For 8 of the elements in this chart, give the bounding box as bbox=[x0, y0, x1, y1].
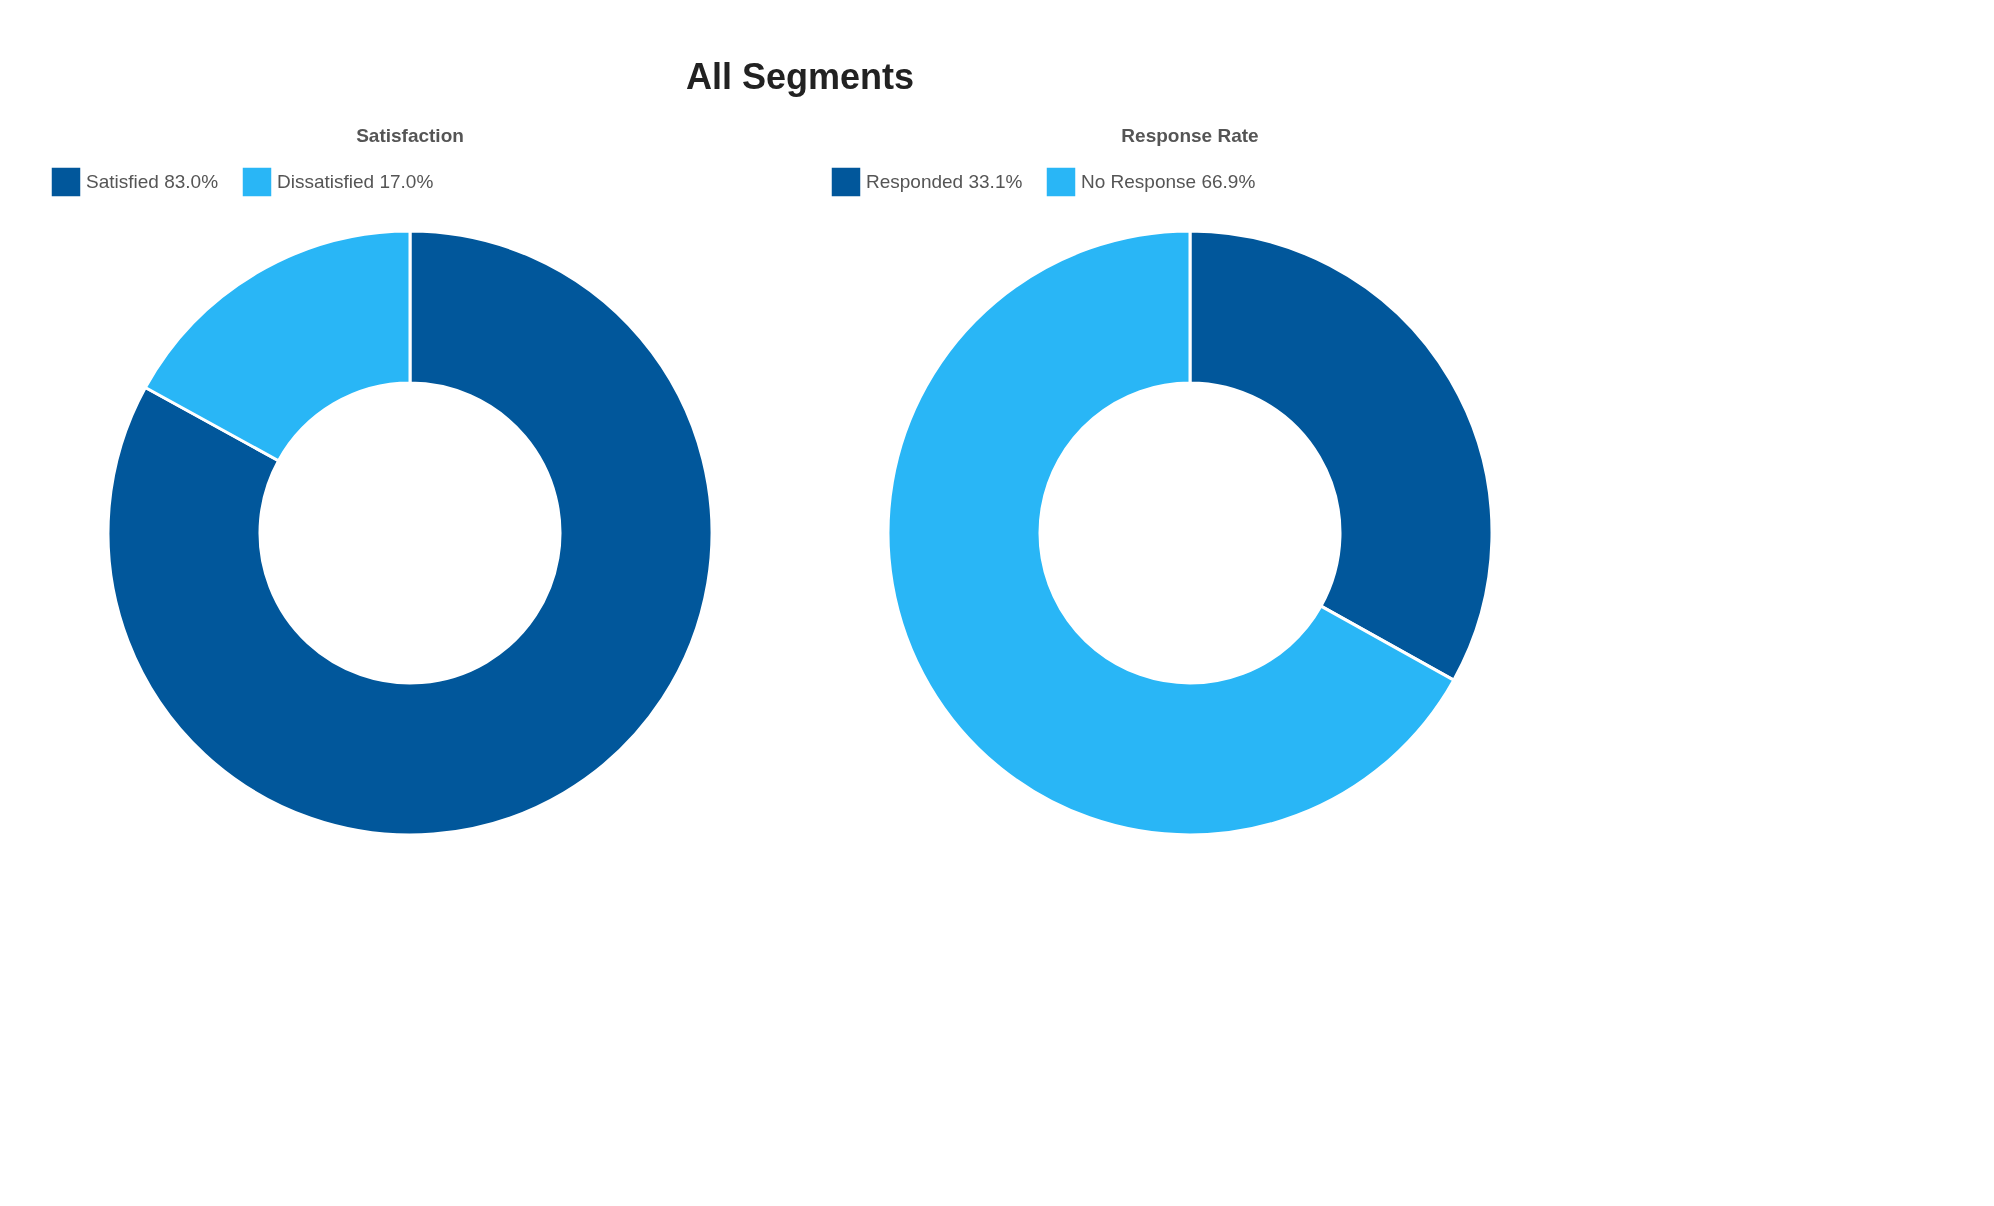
text: All Segments bbox=[685, 56, 915, 97]
chart-title: Satisfaction bbox=[356, 125, 464, 146]
donut-slice bbox=[106, 229, 714, 837]
legend-label: Dissatisfied 17.0% bbox=[277, 171, 434, 192]
legend-label: No Response 66.9% bbox=[1081, 171, 1256, 192]
legend-label: Satisfied 83.0% bbox=[86, 171, 219, 192]
legend-label: Responded 33.1% bbox=[866, 171, 1023, 192]
chart-title: Response Rate bbox=[1121, 125, 1259, 146]
